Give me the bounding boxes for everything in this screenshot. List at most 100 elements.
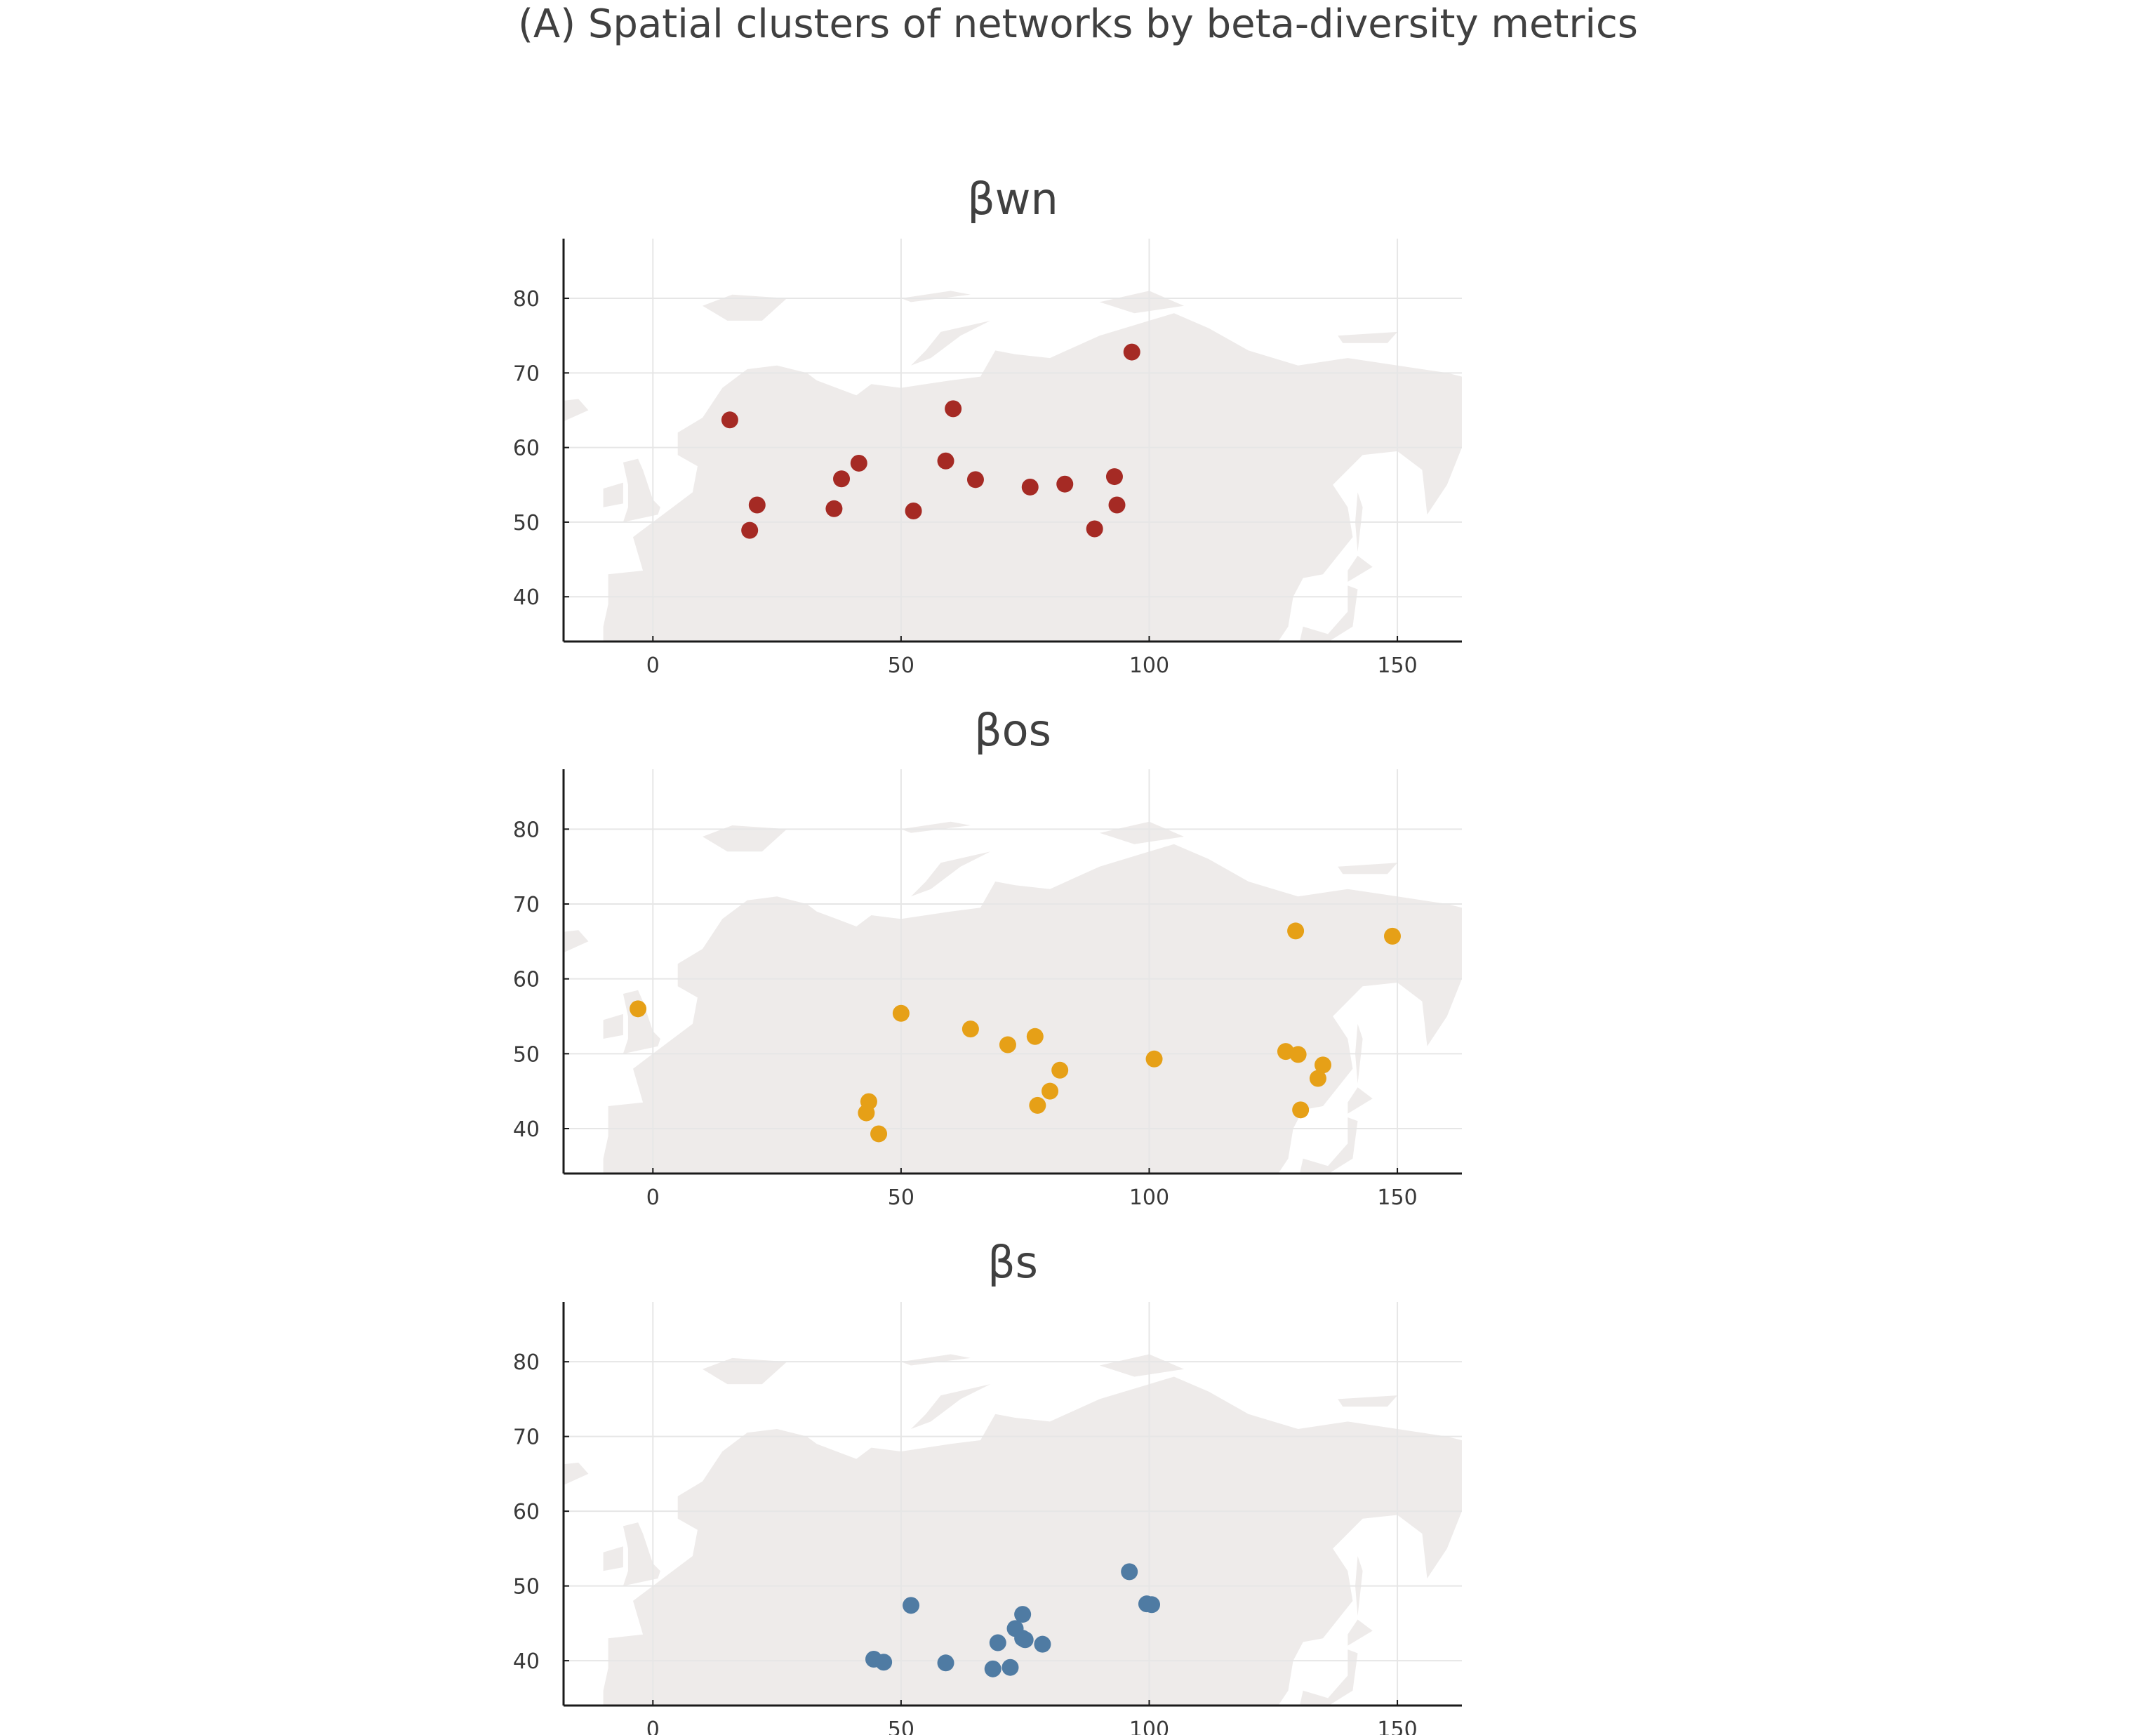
land-basemap bbox=[564, 821, 1462, 1174]
network-site-point bbox=[850, 454, 867, 472]
x-tick-label: 0 bbox=[646, 1185, 660, 1210]
island bbox=[1099, 821, 1184, 844]
network-site-point bbox=[1287, 922, 1305, 940]
network-site-point bbox=[999, 1036, 1016, 1053]
network-site-point bbox=[1145, 1050, 1163, 1068]
island bbox=[900, 291, 971, 303]
network-site-point bbox=[1143, 1596, 1161, 1614]
network-site-point bbox=[833, 470, 851, 488]
figure-title: (A) Spatial clusters of networks by beta… bbox=[518, 1, 1638, 47]
x-tick-label: 0 bbox=[646, 653, 660, 678]
x-tick-label: 150 bbox=[1377, 653, 1417, 678]
network-site-point bbox=[1121, 1563, 1138, 1581]
island bbox=[564, 930, 589, 953]
island bbox=[911, 851, 991, 897]
land-mass bbox=[603, 313, 1462, 642]
network-site-point bbox=[966, 471, 984, 488]
network-site-point bbox=[1014, 1606, 1032, 1623]
island bbox=[1299, 1117, 1358, 1174]
island bbox=[911, 320, 991, 366]
y-tick-label: 40 bbox=[513, 1649, 540, 1674]
island bbox=[603, 1013, 623, 1039]
island bbox=[1348, 1619, 1373, 1646]
island bbox=[623, 1522, 660, 1586]
land-mass bbox=[603, 844, 1462, 1174]
y-tick-label: 40 bbox=[513, 585, 540, 610]
island bbox=[623, 990, 660, 1054]
network-site-point bbox=[870, 1125, 888, 1143]
y-tick-label: 60 bbox=[513, 968, 540, 992]
island bbox=[1299, 585, 1358, 642]
network-site-point bbox=[1383, 927, 1401, 945]
network-site-point bbox=[1309, 1070, 1326, 1087]
y-tick-label: 50 bbox=[513, 1575, 540, 1600]
network-site-point bbox=[903, 1597, 920, 1614]
y-tick-label: 80 bbox=[513, 287, 540, 312]
y-tick-label: 80 bbox=[513, 1350, 540, 1375]
network-site-point bbox=[1289, 1046, 1307, 1063]
island bbox=[911, 1384, 991, 1429]
panel-title: βwn bbox=[967, 173, 1058, 225]
x-tick-label: 100 bbox=[1129, 1717, 1169, 1735]
island bbox=[782, 626, 827, 638]
network-site-point bbox=[630, 1000, 647, 1018]
island bbox=[900, 821, 971, 833]
island bbox=[703, 825, 787, 852]
network-site-point bbox=[984, 1660, 1002, 1677]
network-site-point bbox=[1086, 520, 1103, 538]
x-tick-label: 100 bbox=[1129, 653, 1169, 678]
network-site-point bbox=[1029, 1096, 1046, 1114]
island bbox=[703, 294, 787, 321]
network-site-point bbox=[1026, 1028, 1044, 1045]
network-site-point bbox=[945, 400, 962, 418]
island bbox=[603, 482, 623, 507]
panel-title: βos bbox=[974, 705, 1051, 756]
island bbox=[564, 1462, 589, 1485]
x-tick-label: 100 bbox=[1129, 1185, 1169, 1210]
network-site-point bbox=[1123, 343, 1140, 361]
network-site-point bbox=[1042, 1082, 1059, 1100]
panel-title: βs bbox=[987, 1237, 1038, 1288]
island bbox=[1299, 1649, 1358, 1706]
y-tick-label: 60 bbox=[513, 1500, 540, 1524]
island bbox=[1338, 331, 1398, 343]
y-tick-label: 60 bbox=[513, 437, 540, 461]
island bbox=[1338, 1395, 1398, 1407]
island bbox=[623, 458, 660, 522]
y-tick-label: 70 bbox=[513, 1425, 540, 1450]
network-site-point bbox=[1016, 1631, 1034, 1649]
network-site-point bbox=[1002, 1658, 1019, 1676]
y-tick-label: 70 bbox=[513, 893, 540, 917]
island bbox=[782, 1690, 827, 1702]
network-site-point bbox=[858, 1104, 875, 1122]
network-site-point bbox=[1108, 496, 1126, 514]
y-tick-label: 40 bbox=[513, 1117, 540, 1142]
x-tick-label: 150 bbox=[1377, 1717, 1417, 1735]
network-site-point bbox=[825, 500, 843, 517]
network-site-point bbox=[961, 1021, 979, 1038]
map-panel-3: βs 0 50 100 150 40 50 60 70 80 bbox=[513, 1237, 1462, 1735]
map-panel-2: βos 0 50 100 150 40 50 60 70 80 bbox=[513, 705, 1462, 1210]
network-site-point bbox=[905, 502, 922, 519]
network-site-point bbox=[937, 452, 954, 470]
network-site-point bbox=[875, 1654, 893, 1671]
island bbox=[900, 1354, 971, 1366]
land-mass bbox=[603, 1376, 1462, 1706]
network-site-point bbox=[1314, 1056, 1331, 1074]
x-tick-label: 0 bbox=[646, 1717, 660, 1735]
network-site-point bbox=[1105, 468, 1123, 486]
island bbox=[564, 399, 589, 422]
network-site-point bbox=[937, 1654, 954, 1672]
x-tick-label: 50 bbox=[888, 1717, 914, 1735]
island bbox=[1348, 1087, 1373, 1114]
island bbox=[1338, 863, 1398, 875]
island bbox=[603, 1546, 623, 1571]
network-site-point bbox=[1051, 1061, 1069, 1079]
y-tick-label: 70 bbox=[513, 361, 540, 386]
y-tick-label: 80 bbox=[513, 818, 540, 842]
network-site-point bbox=[892, 1004, 910, 1022]
network-site-point bbox=[1056, 475, 1074, 493]
network-site-point bbox=[741, 521, 759, 539]
network-site-point bbox=[721, 411, 738, 429]
